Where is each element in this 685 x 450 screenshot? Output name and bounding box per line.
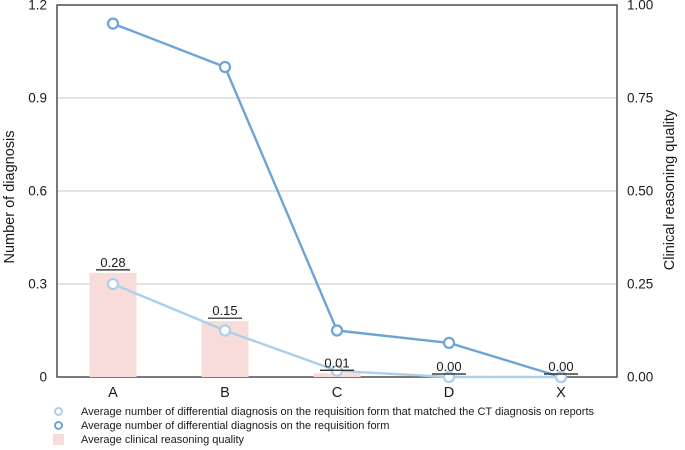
bar-value-label: 0.00 <box>548 359 573 374</box>
legend-item-reasoning-quality: Average clinical reasoning quality <box>52 433 594 446</box>
category-label: A <box>108 385 118 401</box>
data-point-marker <box>106 17 120 30</box>
chart-legend: Average number of differential diagnosis… <box>52 405 594 446</box>
legend-marker-cell <box>52 434 64 445</box>
right-axis-tick-label: 0.50 <box>627 184 653 199</box>
legend-label: Average number of differential diagnosis… <box>81 419 390 432</box>
data-point-marker <box>106 277 120 291</box>
right-axis-tick-label: 0.00 <box>627 370 653 385</box>
category-label: C <box>332 385 342 401</box>
data-point-marker <box>218 60 232 74</box>
left-axis-tick-label: 0.3 <box>28 277 47 292</box>
left-axis-tick-label: 0 <box>39 370 47 385</box>
open-circle-marker-icon <box>53 407 63 416</box>
data-point-marker <box>330 324 344 337</box>
bar-value-label: 0.15 <box>212 303 237 318</box>
open-circle-marker-icon <box>53 421 63 430</box>
right-axis-tick-label: 1.00 <box>627 0 653 13</box>
legend-label: Average clinical reasoning quality <box>81 433 245 446</box>
right-axis-tick-label: 0.25 <box>627 277 653 292</box>
category-label: B <box>220 385 230 401</box>
data-point-marker <box>442 336 456 349</box>
left-axis-title: Number of diagnosis <box>2 131 18 264</box>
category-label: D <box>444 385 454 401</box>
right-axis-tick-label: 0.75 <box>627 91 653 106</box>
data-line <box>112 22 562 379</box>
bar-swatch-icon <box>52 434 64 445</box>
legend-marker-cell <box>52 407 64 416</box>
legend-marker-cell <box>52 421 64 430</box>
right-axis-title: Clinical reasoning quality <box>662 109 678 270</box>
legend-label: Average number of differential diagnosis… <box>81 405 595 418</box>
legend-item-matched-diagnosis: Average number of differential diagnosis… <box>52 405 594 418</box>
left-axis-tick-label: 1.2 <box>28 0 47 13</box>
left-axis-tick-label: 0.6 <box>28 184 47 199</box>
chart-plot-area: 0.28 0.15 0.01 0.00 0.00 0 0.3 0.6 0.9 1.2 0.00 0.2… <box>2 0 678 401</box>
bar-value-label: 0.00 <box>436 359 461 374</box>
legend-item-total-diagnosis: Average number of differential diagnosis… <box>52 419 594 432</box>
bar-value-label: 0.28 <box>100 255 125 270</box>
bar-value-label: 0.01 <box>324 355 349 370</box>
category-label: X <box>556 385 566 401</box>
data-point-marker <box>218 324 232 337</box>
left-axis-tick-label: 0.9 <box>28 91 47 106</box>
